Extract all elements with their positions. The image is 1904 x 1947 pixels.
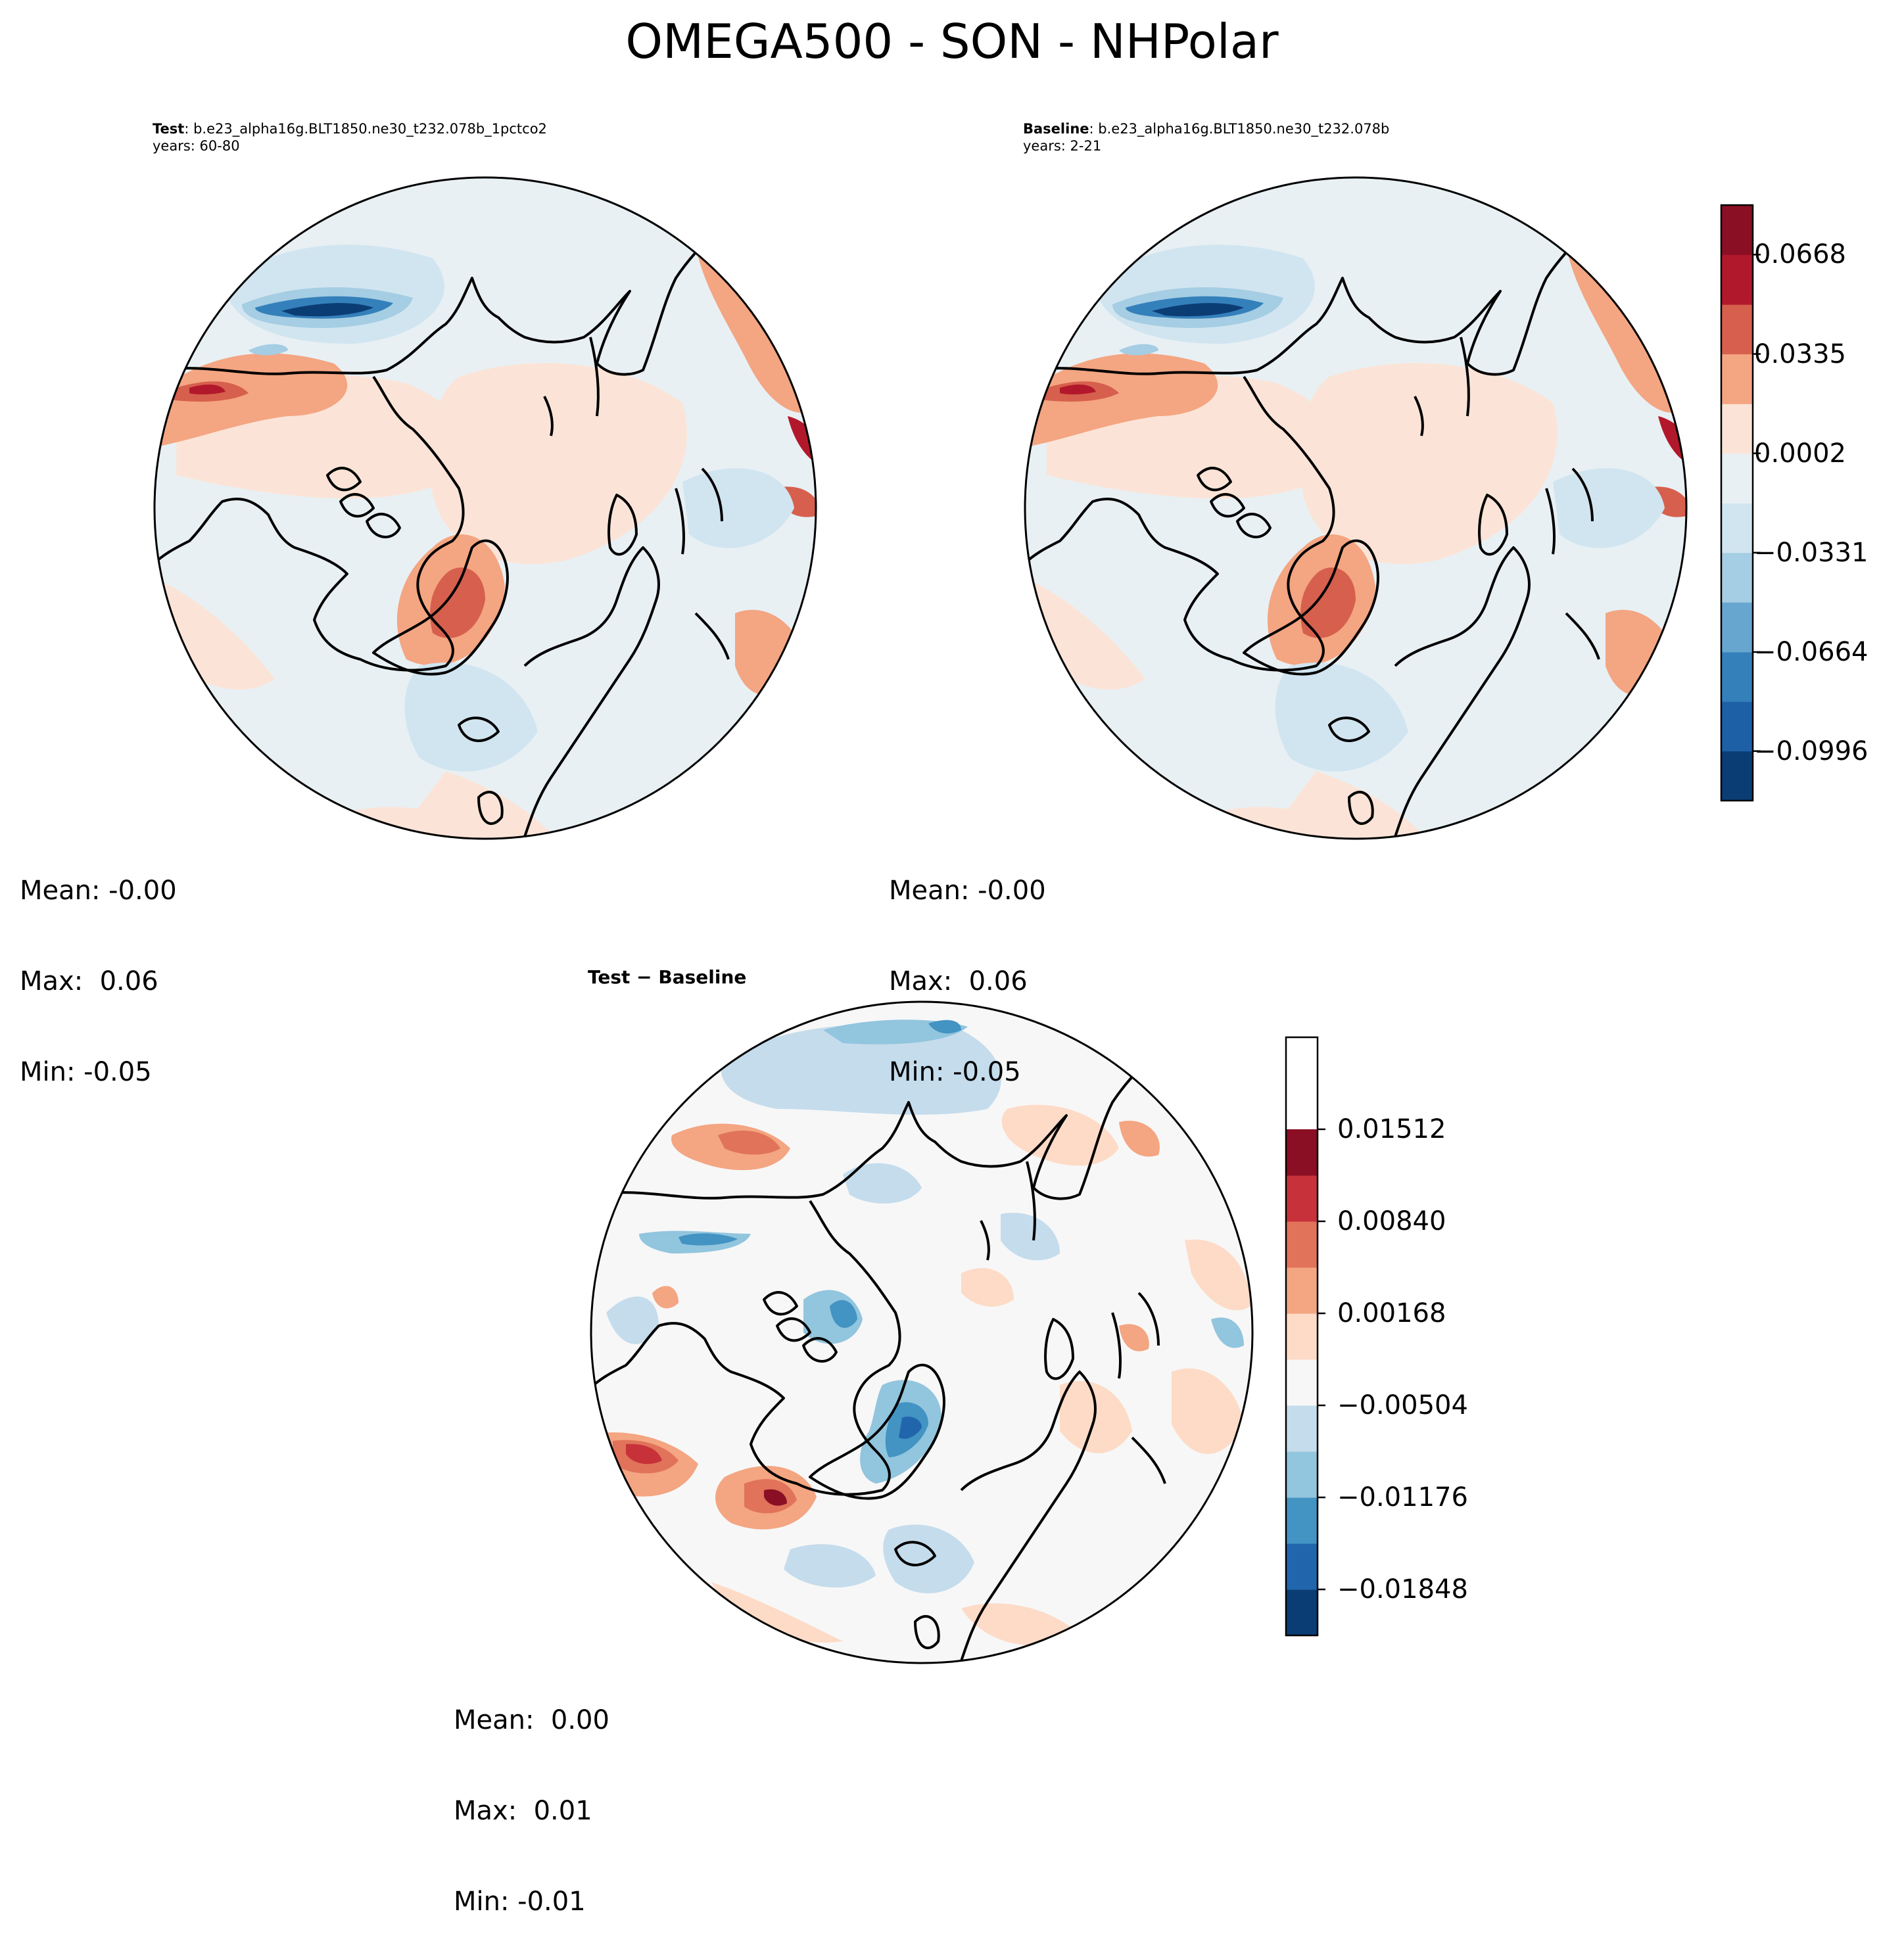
cbar-diff-tick-2: 0.00840 [1337, 1206, 1446, 1236]
baseline-label-bold: Baseline [1023, 121, 1089, 137]
cbar-main-tick-6: −0.0996 [1754, 736, 1868, 766]
colorbar-segment [1721, 651, 1753, 702]
test-map [153, 176, 817, 840]
cbar-main-tick-5: −0.0664 [1754, 636, 1868, 667]
colorbar-segment [1286, 1313, 1318, 1360]
colorbar-segment [1286, 1543, 1318, 1590]
test-min: Min: -0.05 [20, 1057, 152, 1087]
baseline-label-rest: : b.e23_alpha16g.BLT1850.ne30_t232.078b [1089, 121, 1390, 137]
colorbar-segment [1286, 1359, 1318, 1406]
colorbar-segment [1286, 1589, 1318, 1636]
colorbar-segment [1721, 205, 1753, 255]
diff-map-boundary [590, 1000, 1254, 1664]
colorbar-segment [1721, 404, 1753, 454]
colorbar-segment [1721, 701, 1753, 752]
test-panel-title: Test: b.e23_alpha16g.BLT1850.ne30_t232.0… [153, 120, 547, 137]
colorbar-frame [1285, 1036, 1319, 1637]
colorbar-segment [1286, 1497, 1318, 1544]
cbar-main-tick-4: −0.0331 [1754, 537, 1868, 568]
baseline-map [1024, 176, 1688, 840]
figure-canvas [153, 176, 1761, 1664]
figure-title: OMEGA500 - SON - NHPolar [625, 14, 1279, 69]
cbar-diff-tick-4: −0.00504 [1337, 1390, 1468, 1420]
diff-panel-title: Test − Baseline [588, 966, 747, 988]
test-label-bold: Test [153, 121, 185, 137]
cbar-diff-tick-6: −0.01848 [1337, 1574, 1468, 1605]
diff-stats: Mean: 0.00 Max: 0.01 Min: -0.01 [454, 1645, 609, 1947]
colorbar-diff [1285, 1036, 1325, 1637]
colorbar-segment [1721, 304, 1753, 354]
diff-mean: Mean: 0.00 [454, 1705, 609, 1735]
cbar-diff-tick-5: −0.01176 [1337, 1482, 1468, 1513]
colorbar-segment [1721, 354, 1753, 404]
cbar-main-tick-3: 0.0002 [1754, 438, 1846, 469]
colorbar-segment [1286, 1175, 1318, 1222]
test-max: Max: 0.06 [20, 966, 158, 997]
cbar-main-tick-1: 0.0668 [1754, 239, 1846, 270]
test-contour-field [155, 177, 816, 839]
baseline-min: Min: -0.05 [889, 1057, 1021, 1087]
diff-min: Min: -0.01 [454, 1887, 586, 1917]
diff-max: Max: 0.01 [454, 1796, 592, 1826]
colorbar-main [1720, 204, 1761, 802]
colorbar-segment [1721, 503, 1753, 553]
test-stats: Mean: -0.00 Max: 0.06 Min: -0.05 [20, 815, 177, 1117]
cbar-diff-tick-3: 0.00168 [1337, 1298, 1446, 1328]
test-label-rest: : b.e23_alpha16g.BLT1850.ne30_t232.078b_… [184, 121, 547, 137]
colorbar-frame [1720, 204, 1754, 802]
test-mean: Mean: -0.00 [20, 876, 177, 906]
diff-map [590, 1000, 1254, 1664]
colorbar-segment [1286, 1129, 1318, 1176]
colorbar-segment [1721, 751, 1753, 801]
baseline-mean: Mean: -0.00 [889, 876, 1046, 906]
colorbar-segment [1286, 1405, 1318, 1452]
baseline-max: Max: 0.06 [889, 966, 1028, 997]
colorbar-segment [1286, 1221, 1318, 1268]
test-map-boundary [153, 176, 817, 840]
cbar-main-tick-2: 0.0335 [1754, 339, 1846, 369]
colorbar-segment [1286, 1451, 1318, 1498]
colorbar-segment [1721, 453, 1753, 504]
colorbar-segment [1721, 602, 1753, 653]
cbar-diff-tick-1: 0.01512 [1337, 1114, 1446, 1144]
colorbar-segment [1721, 552, 1753, 603]
baseline-stats: Mean: -0.00 Max: 0.06 Min: -0.05 [889, 815, 1046, 1117]
baseline-panel-title: Baseline: b.e23_alpha16g.BLT1850.ne30_t2… [1023, 120, 1389, 137]
baseline-map-boundary [1024, 176, 1688, 840]
test-years: years: 60-80 [153, 138, 240, 154]
baseline-years: years: 2-21 [1023, 138, 1102, 154]
baseline-contour-field [1025, 177, 1686, 839]
colorbar-segment [1286, 1267, 1318, 1314]
colorbar-segment [1721, 254, 1753, 305]
